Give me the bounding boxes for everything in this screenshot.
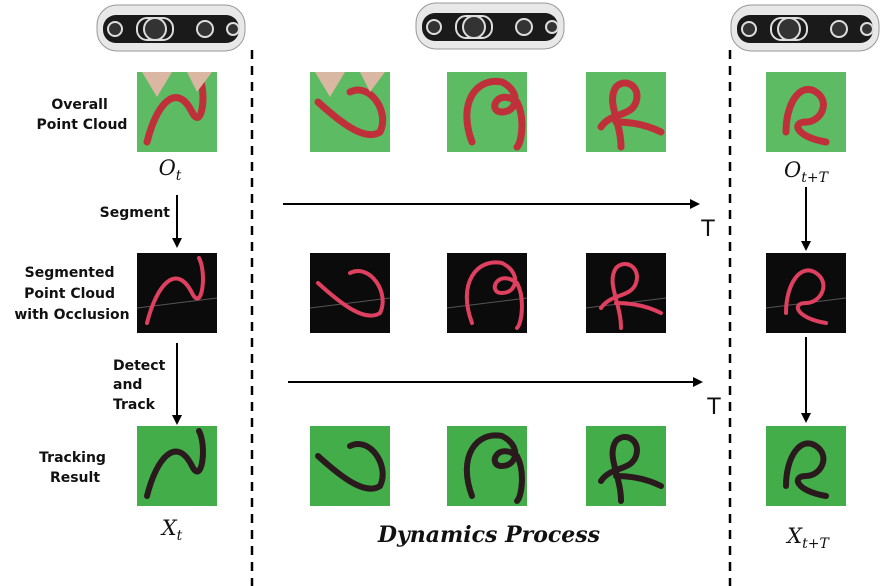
row-label: Segmented Point Cloud with Occlusion [14,265,129,323]
image [137,72,217,152]
image-grid [446,297,528,309]
rope [145,256,205,325]
arrow-label: Segment [100,205,171,221]
image [766,426,846,506]
rope [598,434,664,504]
camera [730,4,880,52]
image [585,253,667,333]
camera-lens [515,18,533,36]
image [447,426,527,506]
rope [314,86,387,139]
image-bg [766,72,846,152]
rope [144,428,206,499]
rope [599,262,663,330]
hands [315,72,385,97]
camera [415,2,565,50]
arrow-label: Detect and Track [113,358,170,413]
arrow-label-line: Track [113,397,156,413]
image-bg [310,426,390,506]
image [766,72,846,152]
camera-lens [830,20,848,38]
row-label-line: with Occlusion [14,307,129,323]
row-label-line: Point Cloud [24,286,115,302]
symbol-subscript: t+T [801,170,829,186]
camera-lens [143,17,167,41]
image-grid [309,297,391,309]
time-label: T [700,217,715,242]
rope [143,73,207,146]
symbol-base: O [784,158,801,182]
camera-lens [545,20,559,34]
image [309,253,391,333]
camera-lens-frame [770,17,808,41]
cameras [96,2,880,52]
camera-lens [741,21,757,37]
row-label-line: Tracking [39,450,106,466]
camera-lens [777,17,801,41]
image [586,426,666,506]
camera-lens [462,15,486,39]
row-label-line: Point Cloud [37,117,128,133]
hands [142,72,212,97]
rope [315,441,386,492]
row-label-line: Segmented [25,265,115,281]
rope [463,432,525,504]
image-bg [766,426,846,506]
image [765,253,847,333]
rope [464,260,524,330]
row-label-line: Overall [51,97,107,113]
image [137,426,217,506]
rope [463,77,526,151]
image-bg [766,253,846,333]
symbol: Xt+T [785,524,830,552]
rope [783,440,829,499]
images [136,72,847,506]
image-bg [447,253,527,333]
image [310,72,390,152]
row-label: Overall Point Cloud [37,97,128,133]
camera-face [737,15,873,43]
symbol-base: X [785,524,803,548]
image-bg [310,253,390,333]
rope [597,79,665,151]
row-label: Tracking Result [39,450,111,486]
row-label-line: Result [50,470,100,486]
camera-lens [107,21,123,37]
time-label: T [706,395,721,420]
arrow-label-line: Detect [113,358,166,374]
camera-lens [196,20,214,38]
camera [96,4,246,52]
camera-face [422,13,558,41]
caption: Dynamics Process [377,522,600,548]
camera-lens-frame [455,15,493,39]
camera-lens [426,19,442,35]
rope [316,269,385,318]
symbol-base: X [160,516,178,540]
image [447,72,527,152]
symbol: Ot+T [784,158,830,186]
rope [784,268,828,325]
rope [782,86,830,146]
image [586,72,666,152]
image [136,253,218,333]
arrows [172,187,811,425]
symbol-base: O [159,156,176,180]
symbol-subscript: t+T [802,536,830,552]
symbol-subscript: t [177,528,183,544]
camera-lens-frame [136,17,174,41]
camera-lens [860,22,874,36]
symbol-subscript: t [176,168,182,184]
symbol: Xt [160,516,183,544]
image [446,253,528,333]
arrow-label-line: and [113,377,142,393]
camera-face [103,15,239,43]
image [310,426,390,506]
symbol: Ot [159,156,182,184]
camera-lens [226,22,240,36]
